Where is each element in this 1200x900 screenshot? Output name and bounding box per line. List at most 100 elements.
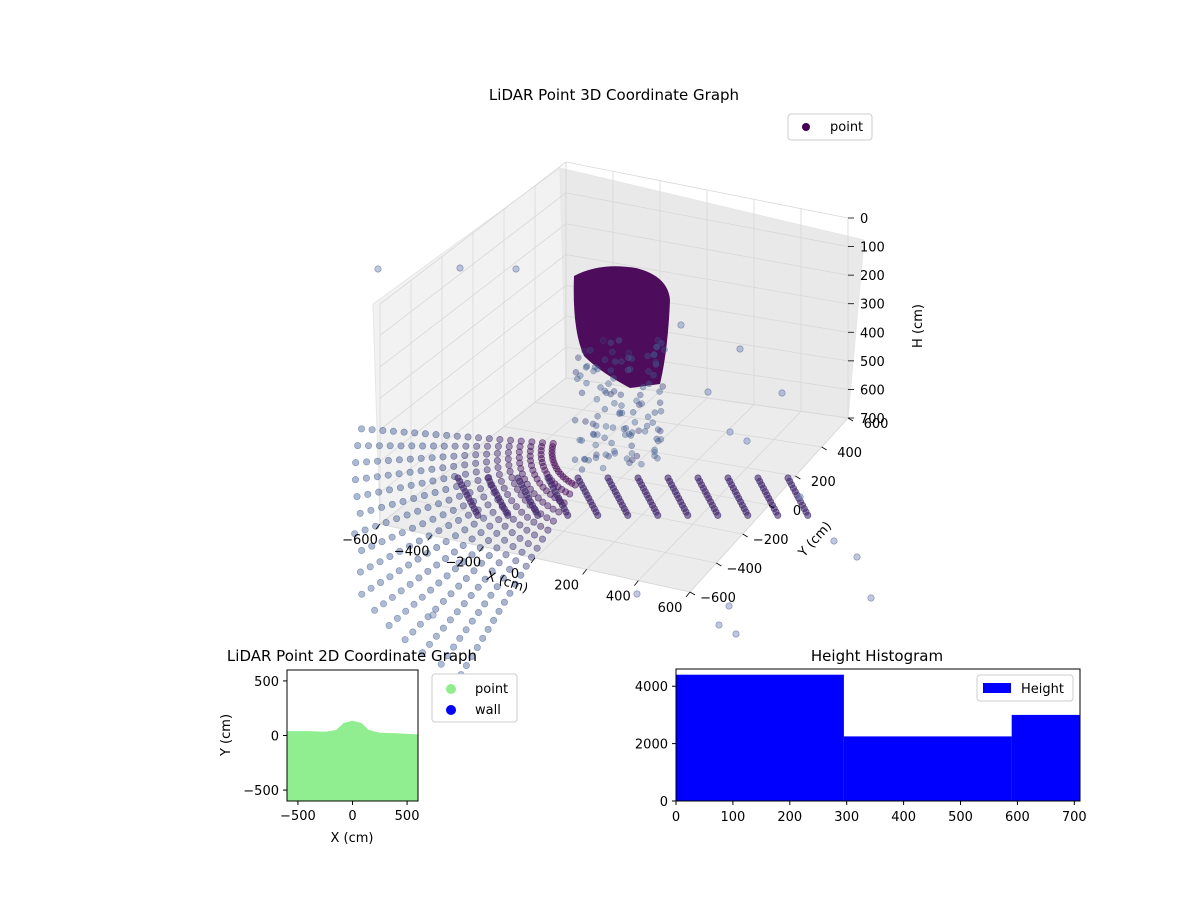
lidar-point bbox=[481, 600, 489, 608]
lidar-point bbox=[656, 399, 664, 406]
lidar-point bbox=[429, 515, 437, 523]
chart-3d-ztick-label: 300 bbox=[860, 298, 885, 313]
histogram-bar bbox=[843, 736, 1012, 801]
grid-wall-right-horizontal bbox=[565, 377, 849, 419]
lidar-point bbox=[488, 567, 496, 575]
lidar-point bbox=[378, 503, 386, 511]
chart-2d-legend-wall-label: wall bbox=[475, 703, 501, 718]
lidar-point bbox=[624, 511, 632, 519]
lidar-point bbox=[628, 450, 636, 457]
histogram-ytick-label: 4000 bbox=[635, 680, 668, 695]
lidar-point bbox=[496, 435, 504, 443]
lidar-point bbox=[373, 457, 381, 465]
grid-wall-right-horizontal bbox=[565, 161, 849, 219]
lidar-point bbox=[393, 515, 401, 523]
lidar-point bbox=[657, 427, 664, 435]
lidar-point bbox=[462, 626, 470, 634]
lidar-point bbox=[593, 396, 601, 403]
chart-2d: LiDAR Point 2D Coordinate Graph −500−500… bbox=[219, 647, 518, 846]
lidar-point bbox=[626, 365, 634, 373]
lidar-point bbox=[395, 470, 403, 478]
chart-2d-xtick-label: 0 bbox=[348, 809, 356, 824]
chart-3d-xtick-label: −200 bbox=[445, 556, 481, 571]
lidar-point bbox=[635, 427, 642, 434]
histogram-frame bbox=[675, 668, 1081, 802]
lidar-point bbox=[618, 409, 626, 417]
lidar-point bbox=[533, 475, 541, 483]
lidar-point bbox=[571, 456, 579, 463]
lidar-point bbox=[461, 526, 469, 534]
chart-3d-ytick-mark bbox=[716, 562, 722, 567]
lidar-point bbox=[419, 520, 427, 528]
chart-3d-xtick-label: 200 bbox=[554, 578, 579, 593]
lidar-point bbox=[633, 590, 641, 598]
lidar-point bbox=[351, 530, 359, 538]
lidar-point bbox=[455, 492, 463, 500]
lidar-point bbox=[493, 449, 501, 457]
chart-3d-ytick-label: 400 bbox=[837, 446, 862, 461]
chart-2d-legend[interactable]: point wall bbox=[431, 673, 518, 723]
chart-3d-ztick-label: 100 bbox=[860, 241, 885, 256]
lidar-point bbox=[611, 358, 619, 365]
chart-3d-ytick-mark bbox=[847, 417, 854, 422]
lidar-point bbox=[516, 521, 524, 529]
lidar-point bbox=[517, 437, 525, 445]
lidar-point bbox=[566, 490, 574, 498]
lidar-point bbox=[429, 477, 437, 485]
lidar-point bbox=[447, 590, 455, 598]
lidar-point bbox=[403, 511, 411, 519]
lidar-point bbox=[352, 459, 360, 467]
chart-2d-xtick-label: −500 bbox=[280, 809, 316, 824]
lidar-point bbox=[649, 419, 656, 426]
histogram-legend[interactable]: Height bbox=[976, 674, 1074, 702]
lidar-point bbox=[450, 452, 458, 460]
chart-3d-xtick-mark bbox=[375, 523, 381, 530]
lidar-point bbox=[459, 541, 467, 549]
lidar-point bbox=[451, 565, 459, 573]
lidar-point bbox=[461, 451, 469, 459]
lidar-point bbox=[440, 475, 448, 483]
lidar-point bbox=[483, 442, 491, 450]
chart-3d-ytick-label: 0 bbox=[793, 504, 801, 519]
lidar-point bbox=[371, 606, 379, 614]
lidar-point bbox=[610, 388, 618, 395]
chart-3d-ytick-label: 600 bbox=[864, 417, 889, 432]
lidar-point bbox=[396, 484, 404, 492]
lidar-point bbox=[433, 561, 441, 569]
lidar-point bbox=[480, 514, 488, 522]
lidar-point bbox=[388, 500, 396, 508]
lidar-point bbox=[592, 441, 599, 449]
lidar-point bbox=[581, 456, 589, 463]
lidar-point bbox=[384, 456, 392, 464]
chart-3d-ytick-mark bbox=[768, 504, 775, 509]
chart-3d-title: LiDAR Point 3D Coordinate Graph bbox=[489, 86, 739, 104]
lidar-point bbox=[459, 502, 467, 510]
lidar-point bbox=[542, 487, 550, 495]
lidar-point bbox=[502, 551, 510, 559]
lidar-point bbox=[853, 553, 861, 561]
lidar-point bbox=[351, 476, 359, 484]
histogram-xtick-label: 600 bbox=[1005, 810, 1030, 825]
lidar-point bbox=[382, 518, 390, 526]
lidar-point bbox=[607, 339, 615, 347]
chart-3d-xtick-label: −400 bbox=[394, 544, 430, 559]
lidar-point bbox=[395, 456, 403, 464]
chart-3d-legend[interactable]: point bbox=[787, 113, 873, 141]
lidar-point bbox=[467, 591, 475, 599]
chart-3d-xtick-label: 400 bbox=[606, 590, 631, 605]
lidar-point bbox=[599, 464, 607, 472]
lidar-point bbox=[537, 451, 545, 459]
lidar-point bbox=[480, 493, 488, 501]
lidar-point bbox=[578, 389, 586, 397]
chart-2d-ytick-label: 0 bbox=[271, 730, 279, 745]
chart-3d-xtick-mark bbox=[530, 557, 536, 564]
lidar-point bbox=[517, 571, 525, 579]
lidar-point bbox=[515, 454, 523, 462]
lidar-point bbox=[406, 580, 414, 588]
histogram-xtick-label: 400 bbox=[891, 810, 916, 825]
lidar-point bbox=[385, 621, 393, 629]
lidar-point bbox=[405, 561, 413, 569]
lidar-point bbox=[451, 442, 459, 450]
lidar-point bbox=[407, 481, 415, 489]
lidar-point bbox=[433, 543, 441, 551]
